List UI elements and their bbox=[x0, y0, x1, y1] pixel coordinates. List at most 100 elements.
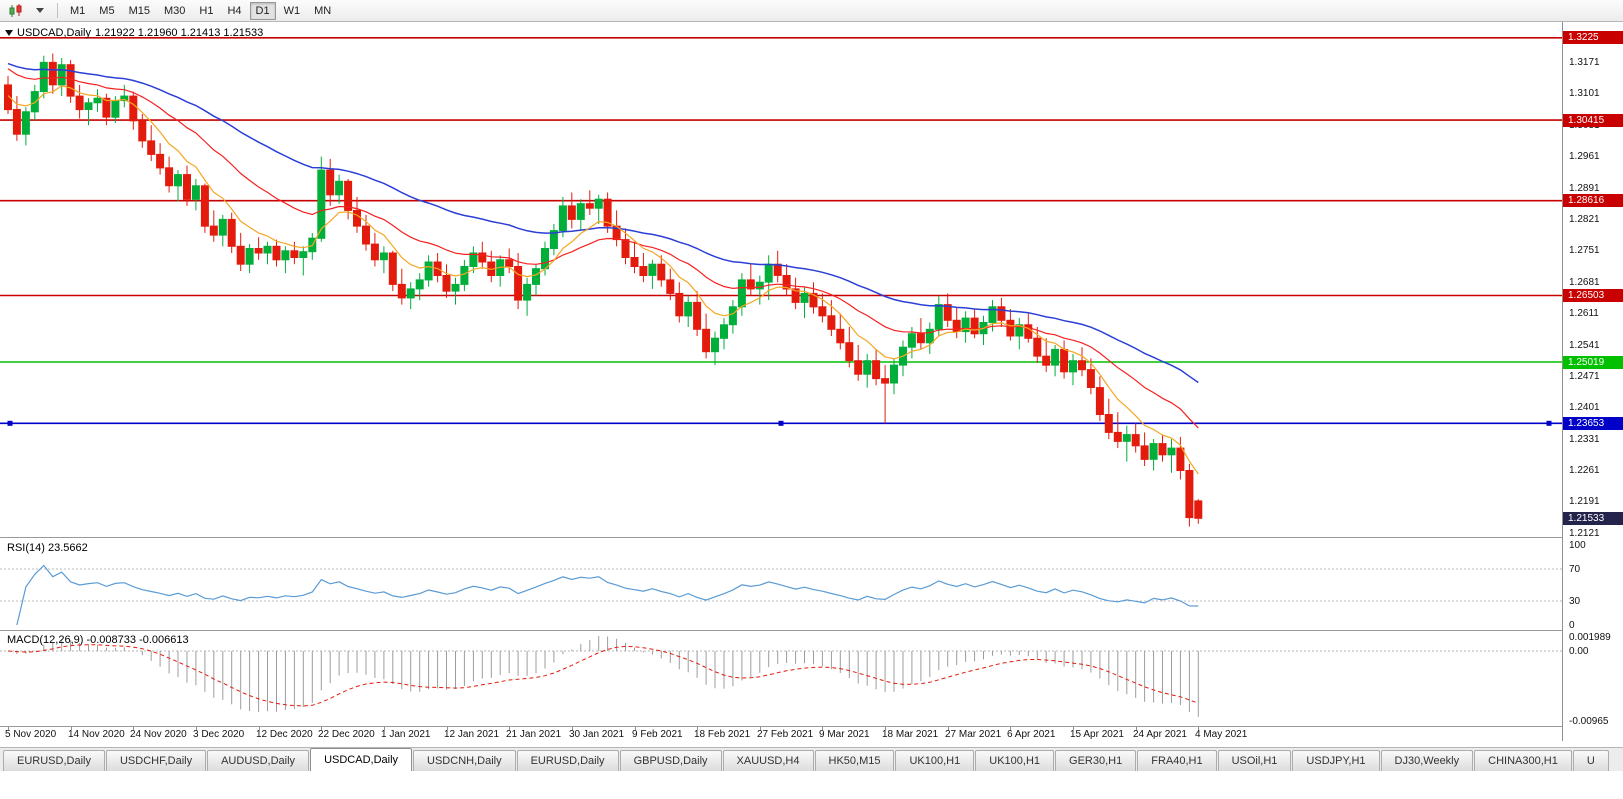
chart-tab-fra40-h1[interactable]: FRA40,H1 bbox=[1137, 750, 1217, 771]
chart-tab-audusd-daily[interactable]: AUDUSD,Daily bbox=[207, 750, 310, 771]
price-tick-label: 1.2681 bbox=[1569, 277, 1600, 288]
rsi-panel[interactable] bbox=[0, 538, 1562, 630]
date-tick bbox=[133, 727, 134, 730]
date-label: 4 May 2021 bbox=[1195, 729, 1248, 740]
price-tick-label: 1.2191 bbox=[1569, 496, 1600, 507]
macd-panel[interactable] bbox=[0, 631, 1562, 726]
date-label: 21 Jan 2021 bbox=[506, 729, 562, 740]
date-label: 9 Mar 2021 bbox=[819, 729, 870, 740]
date-label: 15 Apr 2021 bbox=[1070, 729, 1124, 740]
hline-price-badge: 1.28616 bbox=[1563, 194, 1623, 207]
chart-tab-uk100-h1[interactable]: UK100,H1 bbox=[975, 750, 1055, 771]
date-tick bbox=[1010, 727, 1011, 730]
date-tick bbox=[8, 727, 9, 730]
rsi-scale-label: 100 bbox=[1569, 540, 1586, 551]
candlesticks bbox=[4, 53, 1203, 527]
timeframe-buttons: M1 M5 M15 M30 H1 H4 D1 W1 MN bbox=[63, 1, 338, 20]
chart-title: USDCAD,Daily 1.21922 1.21960 1.21413 1.2… bbox=[5, 27, 263, 39]
price-tick-label: 1.2821 bbox=[1569, 214, 1600, 225]
date-tick bbox=[321, 727, 322, 730]
chart-type-button[interactable] bbox=[4, 2, 28, 20]
timeframe-button-m15[interactable]: M15 bbox=[123, 2, 156, 20]
date-tick bbox=[822, 727, 823, 730]
chart-tab-usdjpy-h1[interactable]: USDJPY,H1 bbox=[1292, 750, 1380, 771]
hline-price-badge: 1.26503 bbox=[1563, 289, 1623, 302]
line-handle[interactable] bbox=[778, 420, 784, 426]
date-tick bbox=[447, 727, 448, 730]
timeframe-button-w1[interactable]: W1 bbox=[278, 2, 307, 20]
timeframe-button-d1[interactable]: D1 bbox=[249, 1, 276, 20]
toolbar-separator bbox=[57, 3, 58, 18]
hline-price-badge: 1.30415 bbox=[1563, 114, 1623, 127]
chart-type-dropdown[interactable] bbox=[28, 2, 52, 20]
axis-separator bbox=[0, 726, 1623, 727]
chart-tab-uk100-h1[interactable]: UK100,H1 bbox=[895, 750, 975, 771]
symbol-marker-icon bbox=[5, 30, 13, 36]
chart-tab-eurusd-daily[interactable]: EURUSD,Daily bbox=[516, 750, 619, 771]
date-label: 9 Feb 2021 bbox=[632, 729, 683, 740]
hline-price-badge: 1.25019 bbox=[1563, 356, 1623, 369]
date-label: 18 Feb 2021 bbox=[694, 729, 751, 740]
timeframe-button-m5[interactable]: M5 bbox=[93, 2, 120, 20]
rsi-scale-label: 70 bbox=[1569, 564, 1581, 575]
price-tick-label: 1.2611 bbox=[1569, 308, 1599, 319]
date-label: 22 Dec 2020 bbox=[318, 729, 375, 740]
date-label: 30 Jan 2021 bbox=[569, 729, 625, 740]
panel-separator[interactable] bbox=[0, 537, 1623, 538]
panel-separator[interactable] bbox=[0, 630, 1623, 631]
price-tick-label: 1.2261 bbox=[1569, 465, 1600, 476]
date-tick bbox=[1136, 727, 1137, 730]
line-handle[interactable] bbox=[7, 420, 13, 426]
price-tick-label: 1.2891 bbox=[1569, 183, 1600, 194]
chart-tab-gbpusd-daily[interactable]: GBPUSD,Daily bbox=[619, 750, 722, 771]
date-tick bbox=[1198, 727, 1199, 730]
price-tick-label: 1.2961 bbox=[1569, 151, 1600, 162]
price-scale[interactable]: 1.31711.31011.30311.29611.28911.28211.27… bbox=[1562, 22, 1623, 741]
chart-tab-china300-h1[interactable]: CHINA300,H1 bbox=[1474, 750, 1572, 771]
time-axis[interactable]: 5 Nov 2020 14 Nov 2020 24 Nov 2020 3 Dec 20… bbox=[0, 727, 1562, 741]
macd-scale-label: 0.001989 bbox=[1569, 632, 1611, 643]
moving-average-slow-ma bbox=[7, 62, 1199, 384]
rsi-scale-label: 30 bbox=[1569, 596, 1581, 607]
chart-tab-ger30-h1[interactable]: GER30,H1 bbox=[1055, 750, 1137, 771]
date-label: 27 Feb 2021 bbox=[757, 729, 814, 740]
date-label: 5 Nov 2020 bbox=[5, 729, 57, 740]
chart-tab-hk50-m15[interactable]: HK50,M15 bbox=[814, 750, 895, 771]
rsi-line bbox=[16, 564, 1199, 626]
chart-tab-usdcad-daily[interactable]: USDCAD,Daily bbox=[310, 748, 413, 771]
chart-tab-xauusd-h4[interactable]: XAUUSD,H4 bbox=[722, 750, 814, 771]
date-label: 27 Mar 2021 bbox=[945, 729, 1002, 740]
date-label: 1 Jan 2021 bbox=[381, 729, 431, 740]
date-tick bbox=[948, 727, 949, 730]
chart-tab-usdcnh-daily[interactable]: USDCNH,Daily bbox=[413, 750, 516, 771]
price-tick-label: 1.2401 bbox=[1569, 402, 1600, 413]
price-tick-label: 1.2751 bbox=[1569, 245, 1600, 256]
chart-tab-usoil-h1[interactable]: USOil,H1 bbox=[1217, 750, 1292, 771]
current-price-badge: 1.21533 bbox=[1563, 512, 1623, 525]
date-label: 3 Dec 2020 bbox=[193, 729, 245, 740]
macd-histogram bbox=[16, 636, 1199, 717]
date-tick bbox=[697, 727, 698, 730]
timeframe-button-m1[interactable]: M1 bbox=[64, 2, 91, 20]
chart-tab-usdchf-daily[interactable]: USDCHF,Daily bbox=[105, 750, 207, 771]
timeframe-button-m30[interactable]: M30 bbox=[158, 2, 191, 20]
timeframe-button-h1[interactable]: H1 bbox=[193, 2, 219, 20]
date-label: 18 Mar 2021 bbox=[882, 729, 939, 740]
macd-label: MACD(12,26,9) -0.008733 -0.006613 bbox=[7, 634, 189, 646]
date-tick bbox=[259, 727, 260, 730]
macd-scale-label: 0.00 bbox=[1569, 646, 1589, 657]
chart-tab-u[interactable]: U bbox=[1572, 750, 1609, 771]
timeframe-button-mn[interactable]: MN bbox=[308, 2, 337, 20]
date-label: 6 Apr 2021 bbox=[1007, 729, 1056, 740]
chart-tab-dj30-weekly[interactable]: DJ30,Weekly bbox=[1380, 750, 1474, 771]
price-chart[interactable] bbox=[0, 22, 1562, 537]
candlestick-chart-icon bbox=[9, 3, 22, 17]
date-label: 12 Jan 2021 bbox=[444, 729, 500, 740]
timeframe-button-h4[interactable]: H4 bbox=[221, 2, 247, 20]
price-tick-label: 1.2121 bbox=[1569, 528, 1600, 539]
chart-tab-eurusd-daily[interactable]: EURUSD,Daily bbox=[3, 750, 105, 771]
date-tick bbox=[71, 727, 72, 730]
chart-ohlc-values: 1.21922 1.21960 1.21413 1.21533 bbox=[94, 27, 264, 39]
line-handle[interactable] bbox=[1546, 420, 1552, 426]
date-label: 14 Nov 2020 bbox=[68, 729, 125, 740]
